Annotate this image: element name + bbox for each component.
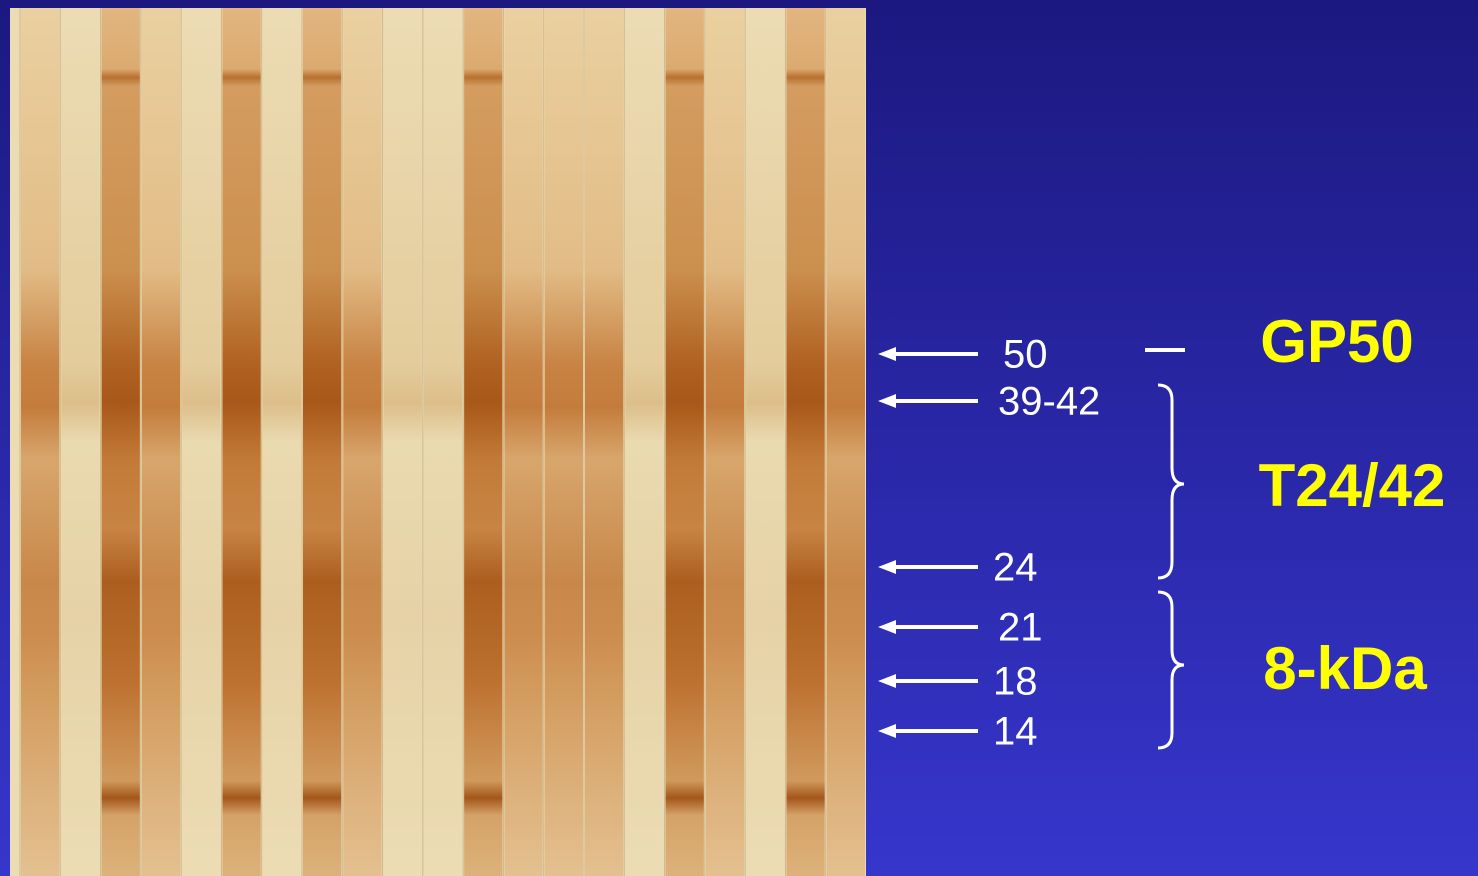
group-label: T24/42 — [1259, 452, 1446, 519]
marker-label: 21 — [998, 606, 1043, 650]
lane — [585, 8, 623, 876]
lane — [343, 8, 381, 876]
lane — [786, 8, 824, 876]
lane — [102, 8, 140, 876]
lane — [706, 8, 744, 876]
lane — [424, 8, 462, 876]
lane — [666, 8, 704, 876]
lane — [464, 8, 502, 876]
lane — [182, 8, 220, 876]
lane — [504, 8, 542, 876]
lane — [303, 8, 341, 876]
lane — [61, 8, 99, 876]
lane — [746, 8, 784, 876]
page: GP50 T24/42 8-kDa 5039-4224211814 (() =>… — [0, 0, 1478, 876]
lane — [222, 8, 260, 876]
lane — [384, 8, 422, 876]
marker-label: 39-42 — [998, 380, 1100, 424]
lane — [21, 8, 59, 876]
lane — [263, 8, 301, 876]
lane — [827, 8, 865, 876]
group-label: 8-kDa — [1263, 635, 1427, 702]
slide: GP50 T24/42 8-kDa 5039-42 24 21 18 14 — [0, 0, 1478, 876]
marker-label: 24 — [993, 546, 1038, 590]
lane — [142, 8, 180, 876]
blot-lanes — [20, 8, 865, 876]
marker-label: 14 — [993, 710, 1038, 754]
lane — [545, 8, 583, 876]
marker-label: 50 — [1003, 333, 1048, 377]
marker-label: 18 — [993, 660, 1038, 704]
group-label: GP50 — [1260, 308, 1413, 375]
lane — [625, 8, 663, 876]
